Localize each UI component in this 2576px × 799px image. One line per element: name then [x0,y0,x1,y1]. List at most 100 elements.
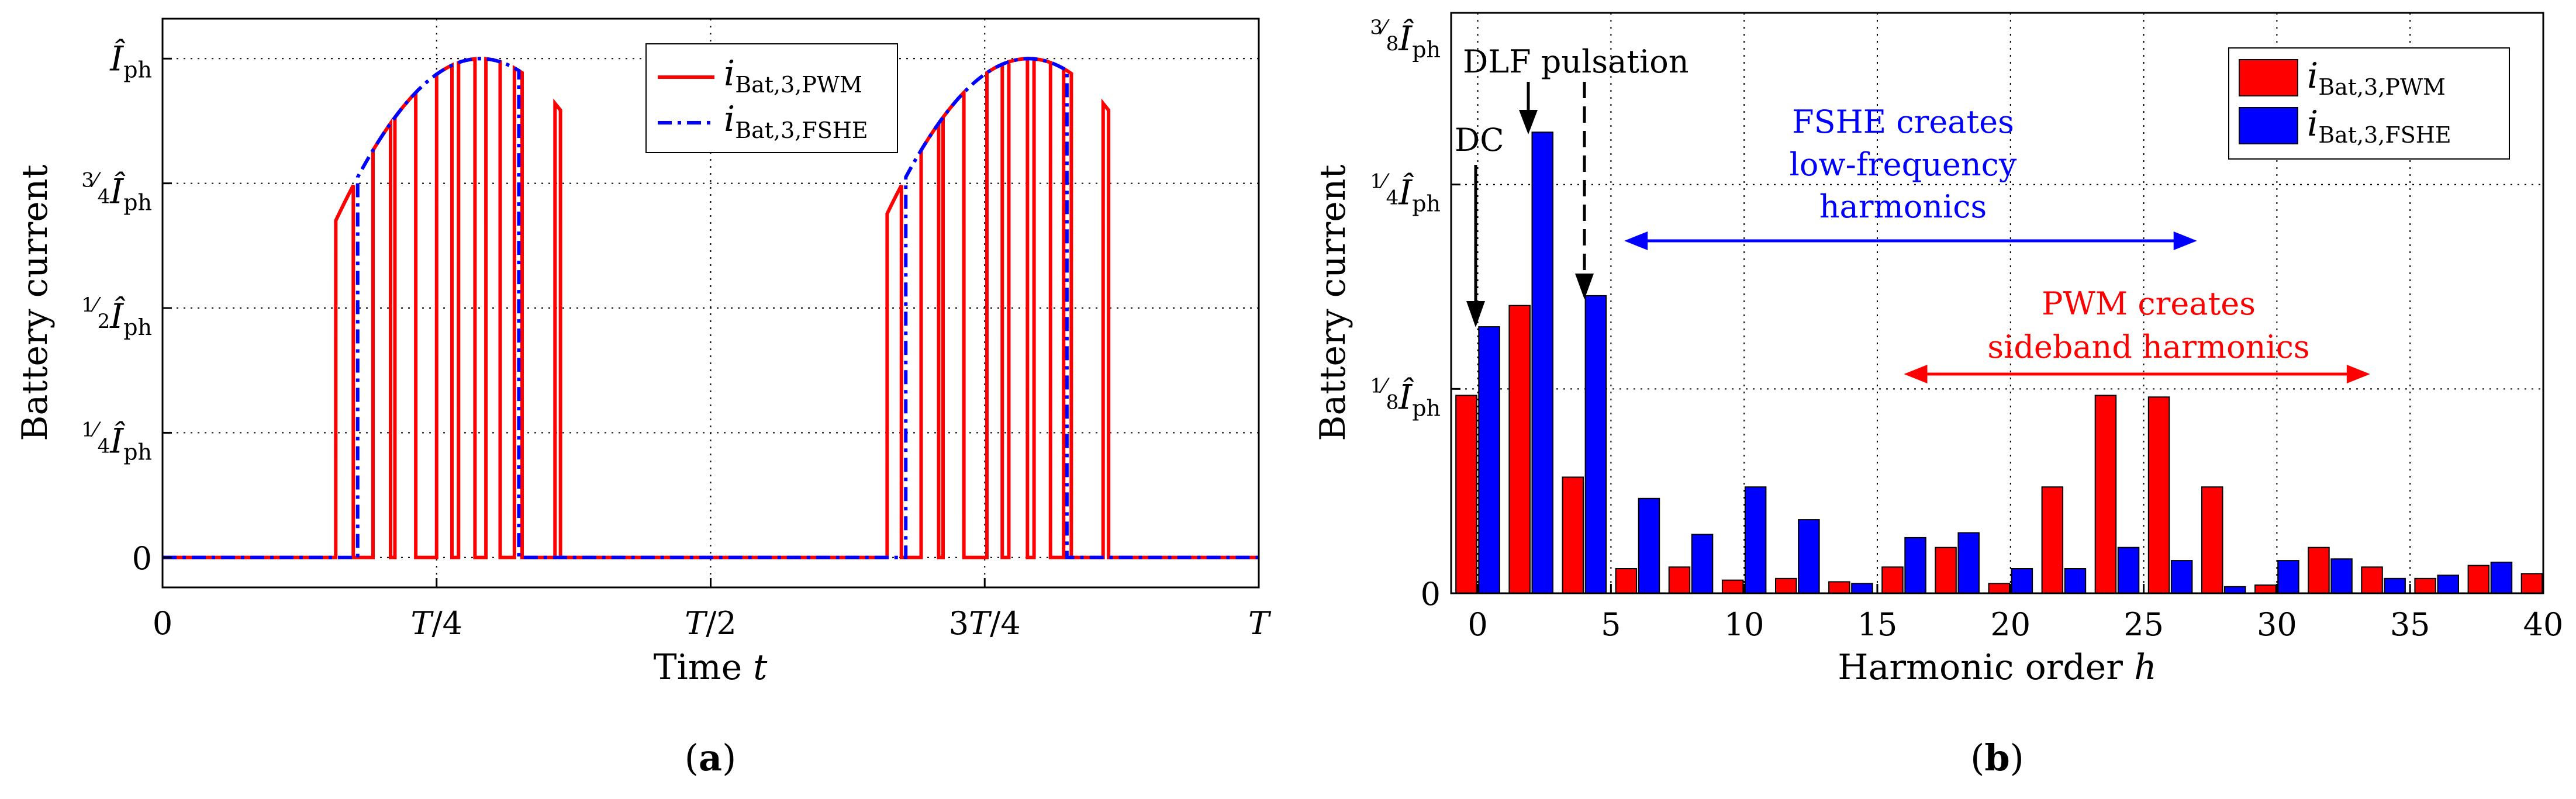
bar-pwm-h22 [2041,486,2064,594]
bar-fshe-h16 [1904,537,1926,594]
panel-a-legend: iBat,3,PWM iBat,3,FSHE [645,43,898,153]
legend-b-pwm-swatch [2239,59,2298,96]
bar-fshe-h2 [1531,132,1553,594]
dc-arrow-head [1466,301,1485,327]
panel-b-legend: iBat,3,PWM iBat,3,FSHE [2228,47,2510,160]
panel-a-ytick-label: 0 [132,540,152,577]
panel-b-xtick-label: 25 [2123,606,2164,643]
panel-b-ytick-label: 1⁄4Îph [1370,170,1441,217]
panel-a-ylabel: Battery current [15,164,56,441]
bar-fshe-h4 [1584,295,1607,594]
panel-b-annotations: DC DLF pulsation FSHE creates low-freque… [1455,43,2370,383]
panel-b-caption: (b) [1970,736,2024,779]
annotation-fshe-line2: low-frequency [1790,146,2017,183]
bar-pwm-h6 [1615,568,1638,594]
bar-fshe-h0 [1478,326,1500,594]
bar-fshe-h24 [2117,546,2140,594]
bar-fshe-h34 [2384,577,2406,594]
fshe-arrow-head-left [1624,231,1648,250]
bar-fshe-h6 [1638,497,1660,594]
annotation-dc: DC [1455,122,1504,158]
panel-a-xtick-label: 3T/4 [949,605,1021,642]
bar-pwm-h8 [1668,566,1691,594]
bar-pwm-h12 [1775,577,1797,594]
legend-a-fshe-label: iBat,3,FSHE [724,99,868,143]
bar-pwm-h14 [1828,581,1850,594]
legend-a-pwm-label: iBat,3,PWM [724,53,862,98]
panel-b-xtick-label: 40 [2523,606,2564,643]
panel-b-xlabel: Harmonic order h [1838,647,2156,688]
bar-pwm-h28 [2201,486,2223,594]
panel-b-xtick-label: 15 [1857,606,1898,643]
bar-fshe-h32 [2330,558,2353,594]
bar-pwm-h20 [1988,583,2010,594]
panel-a-ytick-label: Îph [109,39,152,82]
panel-b-xtick-label: 0 [1467,606,1487,643]
bar-pwm-h38 [2467,565,2490,594]
bar-pwm-h16 [1881,566,1904,594]
bar-pwm-h34 [2361,566,2383,594]
panel-b-xtick-label: 35 [2390,606,2430,643]
legend-b-fshe-swatch [2239,107,2298,144]
bar-fshe-h28 [2224,586,2246,594]
panel-b-axes-box [1450,12,2544,594]
panel-a-xtick-label: 0 [153,605,172,642]
bar-fshe-h8 [1691,534,1714,594]
bar-fshe-h12 [1798,519,1820,594]
panel-a-caption: (a) [685,736,737,779]
pwm-arrow-head-right [2346,365,2370,383]
bar-pwm-h40 [2520,573,2543,594]
bar-pwm-h36 [2414,577,2436,594]
pwm-arrow-head-left [1904,365,1928,383]
pwm-range-arrow [1904,365,2370,383]
annotation-pwm-line2: sideband harmonics [1987,328,2309,365]
bar-fshe-h18 [1957,532,1980,594]
panel-b-xtick-label: 10 [1724,606,1764,643]
bar-pwm-h0 [1455,395,1477,594]
dlf-arrow-dashed-head [1575,274,1594,299]
legend-b-pwm-label: iBat,3,PWM [2307,56,2446,100]
panel-a-line-chart: 0 T/4 T/2 3T/4 T 0 1⁄4Îph 1⁄2Îph 3⁄4Îph Îph Time… [15,18,1272,779]
bar-fshe-h20 [2011,568,2033,594]
panel-b-xtick-label: 20 [1990,606,2031,643]
legend-b-fshe-label: iBat,3,FSHE [2307,103,2451,148]
bar-pwm-h24 [2094,395,2117,594]
dlf-arrow-solid-head [1519,110,1538,134]
panel-b-ytick-label: 0 [1421,576,1441,613]
bar-pwm-h10 [1721,579,1744,594]
panel-b-xtick-label: 30 [2257,606,2297,643]
panel-a-ytick-label: 1⁄2Îph [81,293,152,340]
annotation-dlf-pulsation: DLF pulsation [1463,43,1689,80]
panel-a-ytick-label: 3⁄4Îph [81,169,152,216]
panel-a-xtick-label: T [1248,605,1272,642]
panel-b-bar-chart: 0 5 10 15 20 25 30 35 40 0 1⁄8Îph 1⁄4Îph 3⁄8Îph Har… [1313,12,2564,779]
series-a-fshe-line [163,57,1259,559]
panel-b-ylabel: Battery current [1313,164,1353,441]
fshe-arrow-head-right [2173,231,2197,250]
bar-fshe-h14 [1851,583,1873,594]
panel-a-xtick-label: T/4 [410,605,462,642]
bar-fshe-h26 [2170,560,2193,594]
bar-fshe-h22 [2064,568,2087,594]
annotation-fshe-line3: harmonics [1819,188,1987,225]
annotation-pwm-line1: PWM creates [2042,285,2256,322]
panel-b-xtick-label: 5 [1601,606,1621,643]
annotation-fshe-line1: FSHE creates [1792,103,2014,140]
bar-fshe-h30 [2277,560,2299,594]
panel-b-ytick-label: 1⁄8Îph [1370,374,1441,421]
bar-pwm-h4 [1562,476,1584,594]
bar-fshe-h10 [1744,486,1767,594]
panel-b-ytick-label: 3⁄8Îph [1370,16,1441,63]
bar-pwm-h30 [2254,584,2277,594]
fshe-range-arrow [1624,231,2197,250]
panel-a-xtick-label: T/2 [685,605,737,642]
bar-fshe-h36 [2437,575,2459,594]
bar-pwm-h32 [2308,546,2330,594]
bar-pwm-h2 [1508,305,1531,594]
bar-pwm-h18 [1935,546,1957,594]
bar-pwm-h26 [2147,396,2170,594]
bar-fshe-h38 [2490,561,2513,594]
panel-a-xlabel: Time t [654,647,768,688]
panel-a-ytick-label: 1⁄4Îph [81,418,152,465]
